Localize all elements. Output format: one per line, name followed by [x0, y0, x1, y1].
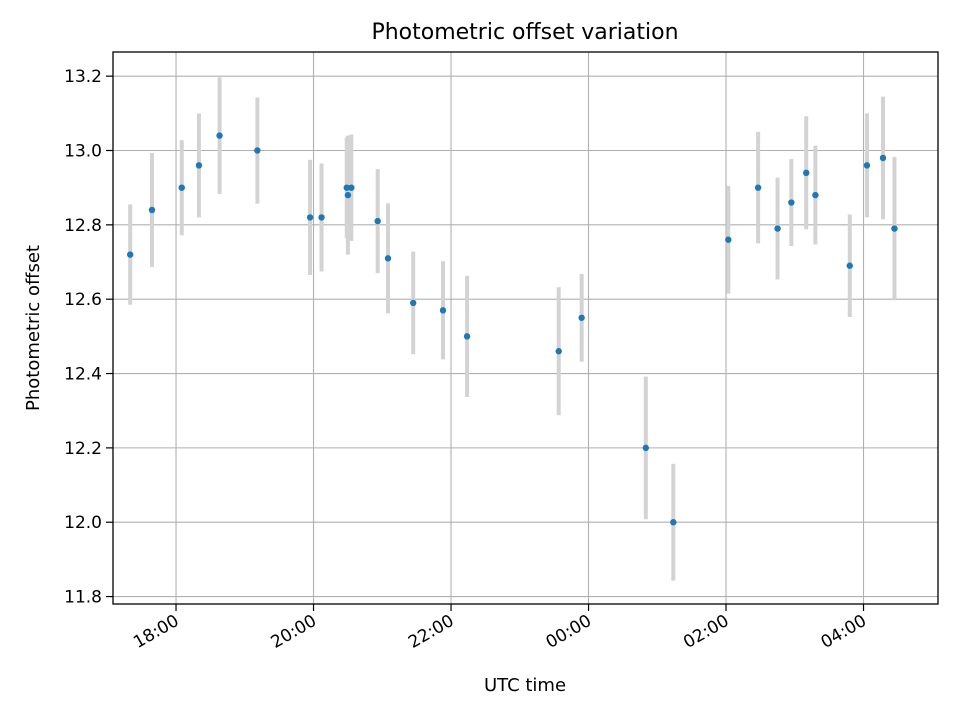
- data-point: [725, 236, 732, 243]
- y-tick-label: 11.8: [64, 588, 102, 608]
- data-point: [774, 225, 781, 232]
- data-point: [463, 333, 471, 340]
- data-point: [670, 519, 677, 526]
- data-point: [642, 444, 650, 452]
- plot-area: [113, 52, 938, 604]
- data-point: [148, 206, 156, 214]
- y-tick-label: 12.2: [64, 439, 102, 459]
- y-tick-label: 13.2: [64, 67, 102, 87]
- data-point: [318, 214, 325, 221]
- data-point: [254, 147, 261, 154]
- data-point: [879, 154, 887, 162]
- x-axis-label: UTC time: [484, 675, 566, 696]
- data-point: [803, 169, 810, 177]
- data-point: [374, 217, 381, 225]
- plot-frame: [112, 51, 939, 605]
- y-tick-label: 12.0: [64, 513, 102, 533]
- y-tick-label: 13.0: [64, 142, 102, 162]
- data-point: [812, 191, 819, 199]
- data-point: [178, 184, 185, 191]
- data-point: [788, 199, 795, 206]
- data-point: [126, 251, 134, 258]
- data-point: [343, 184, 350, 191]
- data-point: [846, 262, 853, 269]
- data-point: [555, 348, 562, 355]
- grid: [113, 52, 938, 604]
- data-point: [348, 184, 355, 191]
- y-tick-label: 12.6: [64, 290, 102, 310]
- data-points: [126, 132, 898, 526]
- y-tick-label: 12.4: [64, 365, 102, 385]
- data-point: [439, 307, 447, 314]
- data-point: [195, 162, 203, 169]
- y-tick-label: 12.8: [64, 216, 102, 236]
- data-point: [306, 214, 314, 221]
- y-axis-label: Photometric offset: [23, 245, 44, 411]
- data-point: [216, 132, 223, 139]
- data-point: [578, 314, 585, 321]
- data-point: [754, 184, 762, 191]
- data-point: [344, 191, 352, 199]
- y-axis: 11.8 12.0 12.2 12.4 12.6 12.8 13.0 13.2: [64, 67, 113, 608]
- data-point: [384, 255, 392, 262]
- chart-title: Photometric offset variation: [371, 20, 678, 45]
- data-point: [863, 162, 871, 169]
- data-point: [891, 225, 898, 232]
- data-point: [410, 299, 417, 307]
